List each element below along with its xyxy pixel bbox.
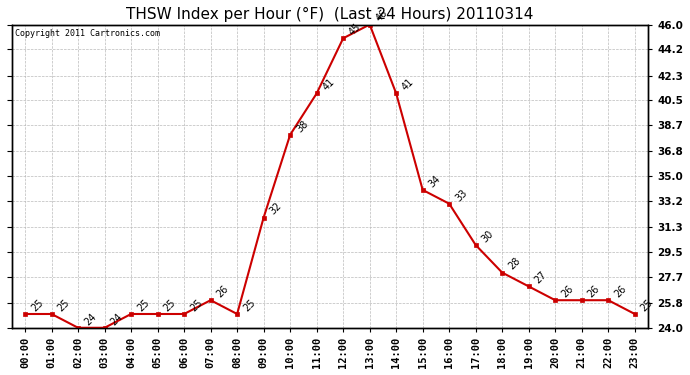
- Text: 24: 24: [82, 311, 98, 327]
- Text: 25: 25: [56, 297, 72, 313]
- Text: 25: 25: [188, 297, 204, 313]
- Text: 41: 41: [321, 77, 337, 93]
- Text: 25: 25: [639, 297, 655, 313]
- Text: 33: 33: [453, 187, 469, 203]
- Text: 25: 25: [29, 297, 45, 313]
- Text: 25: 25: [135, 297, 151, 313]
- Text: 25: 25: [161, 297, 178, 313]
- Text: 27: 27: [533, 270, 549, 286]
- Text: 25: 25: [241, 297, 257, 313]
- Text: Copyright 2011 Cartronics.com: Copyright 2011 Cartronics.com: [15, 29, 160, 38]
- Text: 26: 26: [215, 284, 230, 299]
- Text: 28: 28: [506, 256, 522, 272]
- Text: 26: 26: [560, 284, 575, 299]
- Text: 38: 38: [295, 118, 310, 134]
- Text: 32: 32: [268, 201, 284, 217]
- Text: 41: 41: [400, 77, 416, 93]
- Text: 26: 26: [586, 284, 602, 299]
- Text: 30: 30: [480, 228, 495, 244]
- Text: 24: 24: [109, 311, 125, 327]
- Text: 34: 34: [427, 173, 442, 189]
- Text: 45: 45: [347, 22, 363, 38]
- Text: 46: 46: [374, 8, 390, 24]
- Title: THSW Index per Hour (°F)  (Last 24 Hours) 20110314: THSW Index per Hour (°F) (Last 24 Hours)…: [126, 7, 533, 22]
- Text: 26: 26: [613, 284, 629, 299]
